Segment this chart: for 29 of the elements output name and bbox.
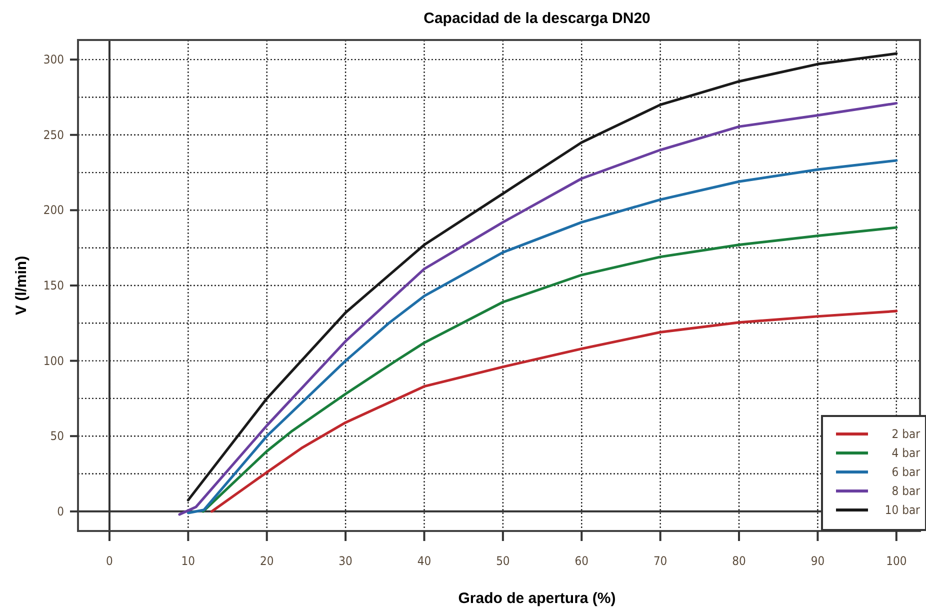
line-series	[202, 226, 898, 513]
x-tick-label: 70	[653, 554, 668, 568]
y-tick-label: 300	[43, 52, 64, 67]
x-tick-label: 60	[574, 554, 589, 568]
y-tick-label: 100	[43, 354, 64, 368]
legend-label: 8 bar	[892, 484, 921, 498]
y-tick-label: 200	[43, 203, 64, 218]
y-tick-label: 50	[50, 429, 64, 444]
x-axis-title: Grado de apertura (%)	[458, 590, 616, 607]
x-tick-label: 20	[260, 554, 274, 568]
chart-title: Capacidad de la descarga DN20	[424, 10, 650, 27]
x-tick-label: 50	[496, 554, 510, 568]
y-tick-label: 150	[43, 278, 64, 292]
legend-label: 4 bar	[892, 446, 921, 460]
x-tick-label: 10	[181, 554, 196, 568]
legend-label: 10 bar	[884, 503, 921, 517]
legend-label: 6 bar	[892, 465, 921, 479]
y-tick-label: 250	[43, 128, 64, 142]
y-tick-label: 0	[57, 504, 64, 518]
legend-label: 2 bar	[892, 427, 921, 441]
line-series	[210, 310, 898, 513]
x-tick-label: 90	[810, 554, 825, 568]
y-axis-title: V (l/min)	[13, 256, 30, 316]
x-tick-label: 40	[417, 554, 432, 568]
x-tick-label: 100	[886, 554, 907, 568]
line-series	[186, 159, 898, 514]
x-tick-label: 80	[732, 554, 746, 568]
x-tick-label: 30	[338, 554, 353, 568]
x-tick-label: 0	[106, 554, 114, 568]
